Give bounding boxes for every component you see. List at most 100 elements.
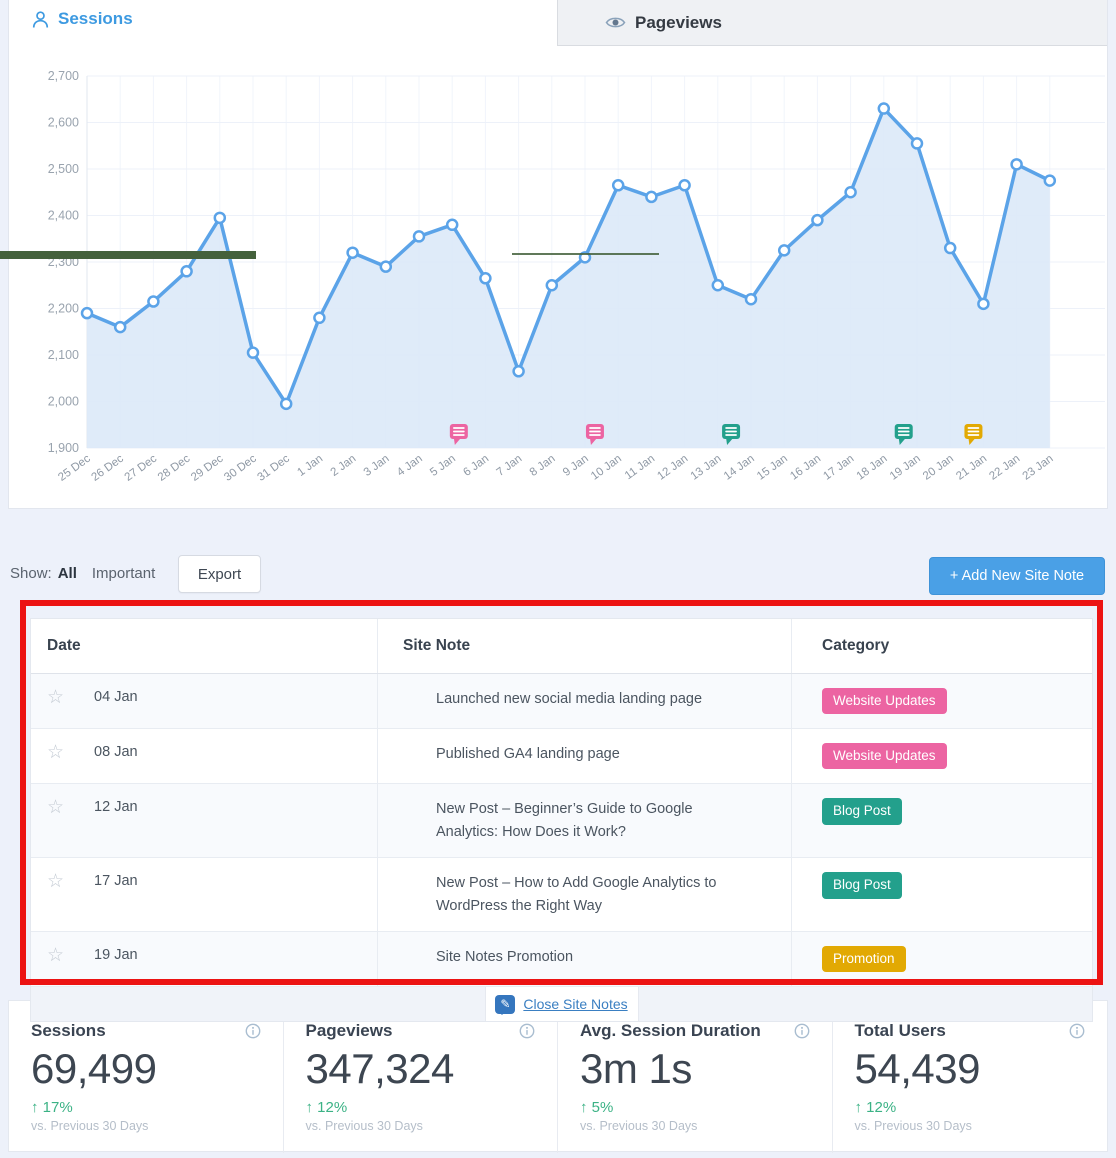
data-point xyxy=(279,397,293,411)
note-text: New Post – Beginner’s Guide to Google An… xyxy=(436,801,693,840)
stat-card-sessions: Sessions 69,499 ↑ 17% vs. Previous 30 Days xyxy=(9,1001,284,1154)
data-point xyxy=(113,320,127,334)
favorite-star-icon[interactable]: ☆ xyxy=(47,742,65,764)
filter-all[interactable]: All xyxy=(57,565,77,582)
data-point xyxy=(711,279,725,292)
tab-sessions-label: Sessions xyxy=(58,9,133,28)
x-tick-label: 15 Jan xyxy=(755,453,790,483)
y-tick-label: 2,000 xyxy=(48,395,79,409)
note-date: 19 Jan xyxy=(94,947,138,964)
data-point xyxy=(943,241,957,255)
info-icon[interactable] xyxy=(519,1023,535,1039)
site-note-marker-teal[interactable] xyxy=(894,424,913,445)
stat-value: 69,499 xyxy=(31,1045,157,1092)
x-tick-label: 9 Jan xyxy=(561,453,591,479)
up-arrow-icon: ↑ xyxy=(305,1099,314,1117)
category-badge: Website Updates xyxy=(822,743,947,770)
table-row: ☆ 04 Jan Launched new social media landing… xyxy=(31,674,1092,730)
data-point xyxy=(512,365,525,378)
stat-change: ↑ 17% xyxy=(31,1099,73,1117)
up-arrow-icon: ↑ xyxy=(854,1099,863,1117)
stat-title: Avg. Session Duration xyxy=(580,1021,761,1040)
x-tick-label: 13 Jan xyxy=(689,453,724,483)
add-new-site-note-button[interactable]: + Add New Site Note xyxy=(929,557,1105,595)
category-badge: Promotion xyxy=(822,946,906,973)
x-tick-label: 10 Jan xyxy=(589,453,624,483)
table-header-row: Date Site Note Category xyxy=(31,619,1092,674)
export-button[interactable]: Export xyxy=(178,555,261,593)
data-point xyxy=(180,265,193,278)
data-point xyxy=(412,230,426,243)
stat-title: Total Users xyxy=(854,1021,946,1040)
info-icon[interactable] xyxy=(1069,1023,1085,1039)
up-arrow-icon: ↑ xyxy=(31,1099,39,1117)
sessions-line xyxy=(85,106,1052,406)
data-point xyxy=(844,186,857,199)
data-point xyxy=(1043,174,1057,187)
note-date: 17 Jan xyxy=(94,873,138,890)
site-note-marker-pink[interactable] xyxy=(585,424,604,445)
green-redaction-bar xyxy=(0,251,256,259)
favorite-star-icon[interactable]: ☆ xyxy=(47,797,65,819)
site-note-marker-teal[interactable] xyxy=(722,424,741,445)
stat-change: ↑ 12% xyxy=(854,1099,897,1117)
data-point xyxy=(977,297,990,311)
y-tick-label: 2,200 xyxy=(48,302,79,316)
data-point xyxy=(877,102,891,115)
table-row: ☆ 19 Jan Site Notes Promotion Promotion xyxy=(31,932,1092,988)
data-point xyxy=(678,179,691,192)
stat-card-total-users: Total Users 54,439 ↑ 12% vs. Previous 30 Da… xyxy=(833,1001,1108,1153)
stat-value: 3m 1s xyxy=(580,1045,692,1092)
filter-important[interactable]: Important xyxy=(91,565,156,582)
favorite-star-icon[interactable]: ☆ xyxy=(47,687,65,708)
data-point xyxy=(445,218,459,232)
site-note-marker-gold[interactable] xyxy=(964,424,983,445)
stat-change: ↑ 12% xyxy=(305,1099,348,1117)
data-point xyxy=(545,279,559,292)
stat-value: 347,324 xyxy=(305,1045,455,1092)
stat-title: Sessions xyxy=(31,1021,106,1040)
stat-sub: vs. Previous 30 Days xyxy=(580,1119,698,1134)
note-text: Published GA4 landing page xyxy=(436,746,620,763)
info-icon[interactable] xyxy=(794,1023,810,1039)
x-tick-label: 17 Jan xyxy=(821,453,856,483)
data-point xyxy=(910,137,924,150)
column-header-site-note: Site Note xyxy=(378,619,792,673)
data-point xyxy=(479,272,492,285)
data-point xyxy=(645,190,658,204)
site-note-marker-pink[interactable] xyxy=(449,424,468,445)
x-tick-label: 22 Jan xyxy=(987,453,1022,483)
green-redaction-line xyxy=(512,253,659,255)
x-tick-label: 1 Jan xyxy=(295,453,325,479)
x-tick-label: 2 Jan xyxy=(329,453,359,479)
stat-title: Pageviews xyxy=(305,1021,393,1040)
x-tick-label: 28 Dec xyxy=(156,453,193,484)
y-tick-label: 2,400 xyxy=(48,209,79,223)
data-point xyxy=(744,292,758,306)
favorite-star-icon[interactable]: ☆ xyxy=(47,871,65,893)
x-tick-label: 26 Dec xyxy=(89,453,126,484)
stat-change: ↑ 5% xyxy=(580,1099,614,1117)
note-pencil-icon: ✎ xyxy=(495,994,516,1015)
tab-pageviews[interactable]: Pageviews xyxy=(557,0,1107,46)
data-point xyxy=(346,246,359,259)
data-point xyxy=(811,213,824,227)
table-row: ☆ 08 Jan Published GA4 landing page Website… xyxy=(31,729,1092,785)
close-site-notes-link[interactable]: Close Site Notes xyxy=(523,996,628,1013)
tab-pageviews-label: Pageviews xyxy=(635,12,722,32)
y-tick-label: 1,900 xyxy=(48,441,79,455)
x-tick-label: 19 Jan xyxy=(888,453,923,483)
x-tick-label: 29 Dec xyxy=(189,453,226,484)
data-point xyxy=(611,179,625,192)
category-badge: Blog Post xyxy=(822,798,902,825)
y-tick-label: 2,500 xyxy=(48,162,79,176)
table-row: ☆ 17 Jan New Post – How to Add Google Anal… xyxy=(31,858,1092,933)
stat-card-avg-session-duration: Avg. Session Duration 3m 1s ↑ 5% vs. Previo… xyxy=(558,1001,833,1154)
category-badge: Website Updates xyxy=(822,688,947,715)
sessions-line-chart: 1,9002,0002,1002,2002,3002,4002,5002,600… xyxy=(48,69,1105,484)
tab-sessions[interactable]: Sessions xyxy=(31,9,133,29)
favorite-star-icon[interactable]: ☆ xyxy=(47,945,65,967)
data-point xyxy=(147,295,160,308)
x-tick-label: 23 Jan xyxy=(1021,453,1056,483)
info-icon[interactable] xyxy=(245,1023,261,1039)
